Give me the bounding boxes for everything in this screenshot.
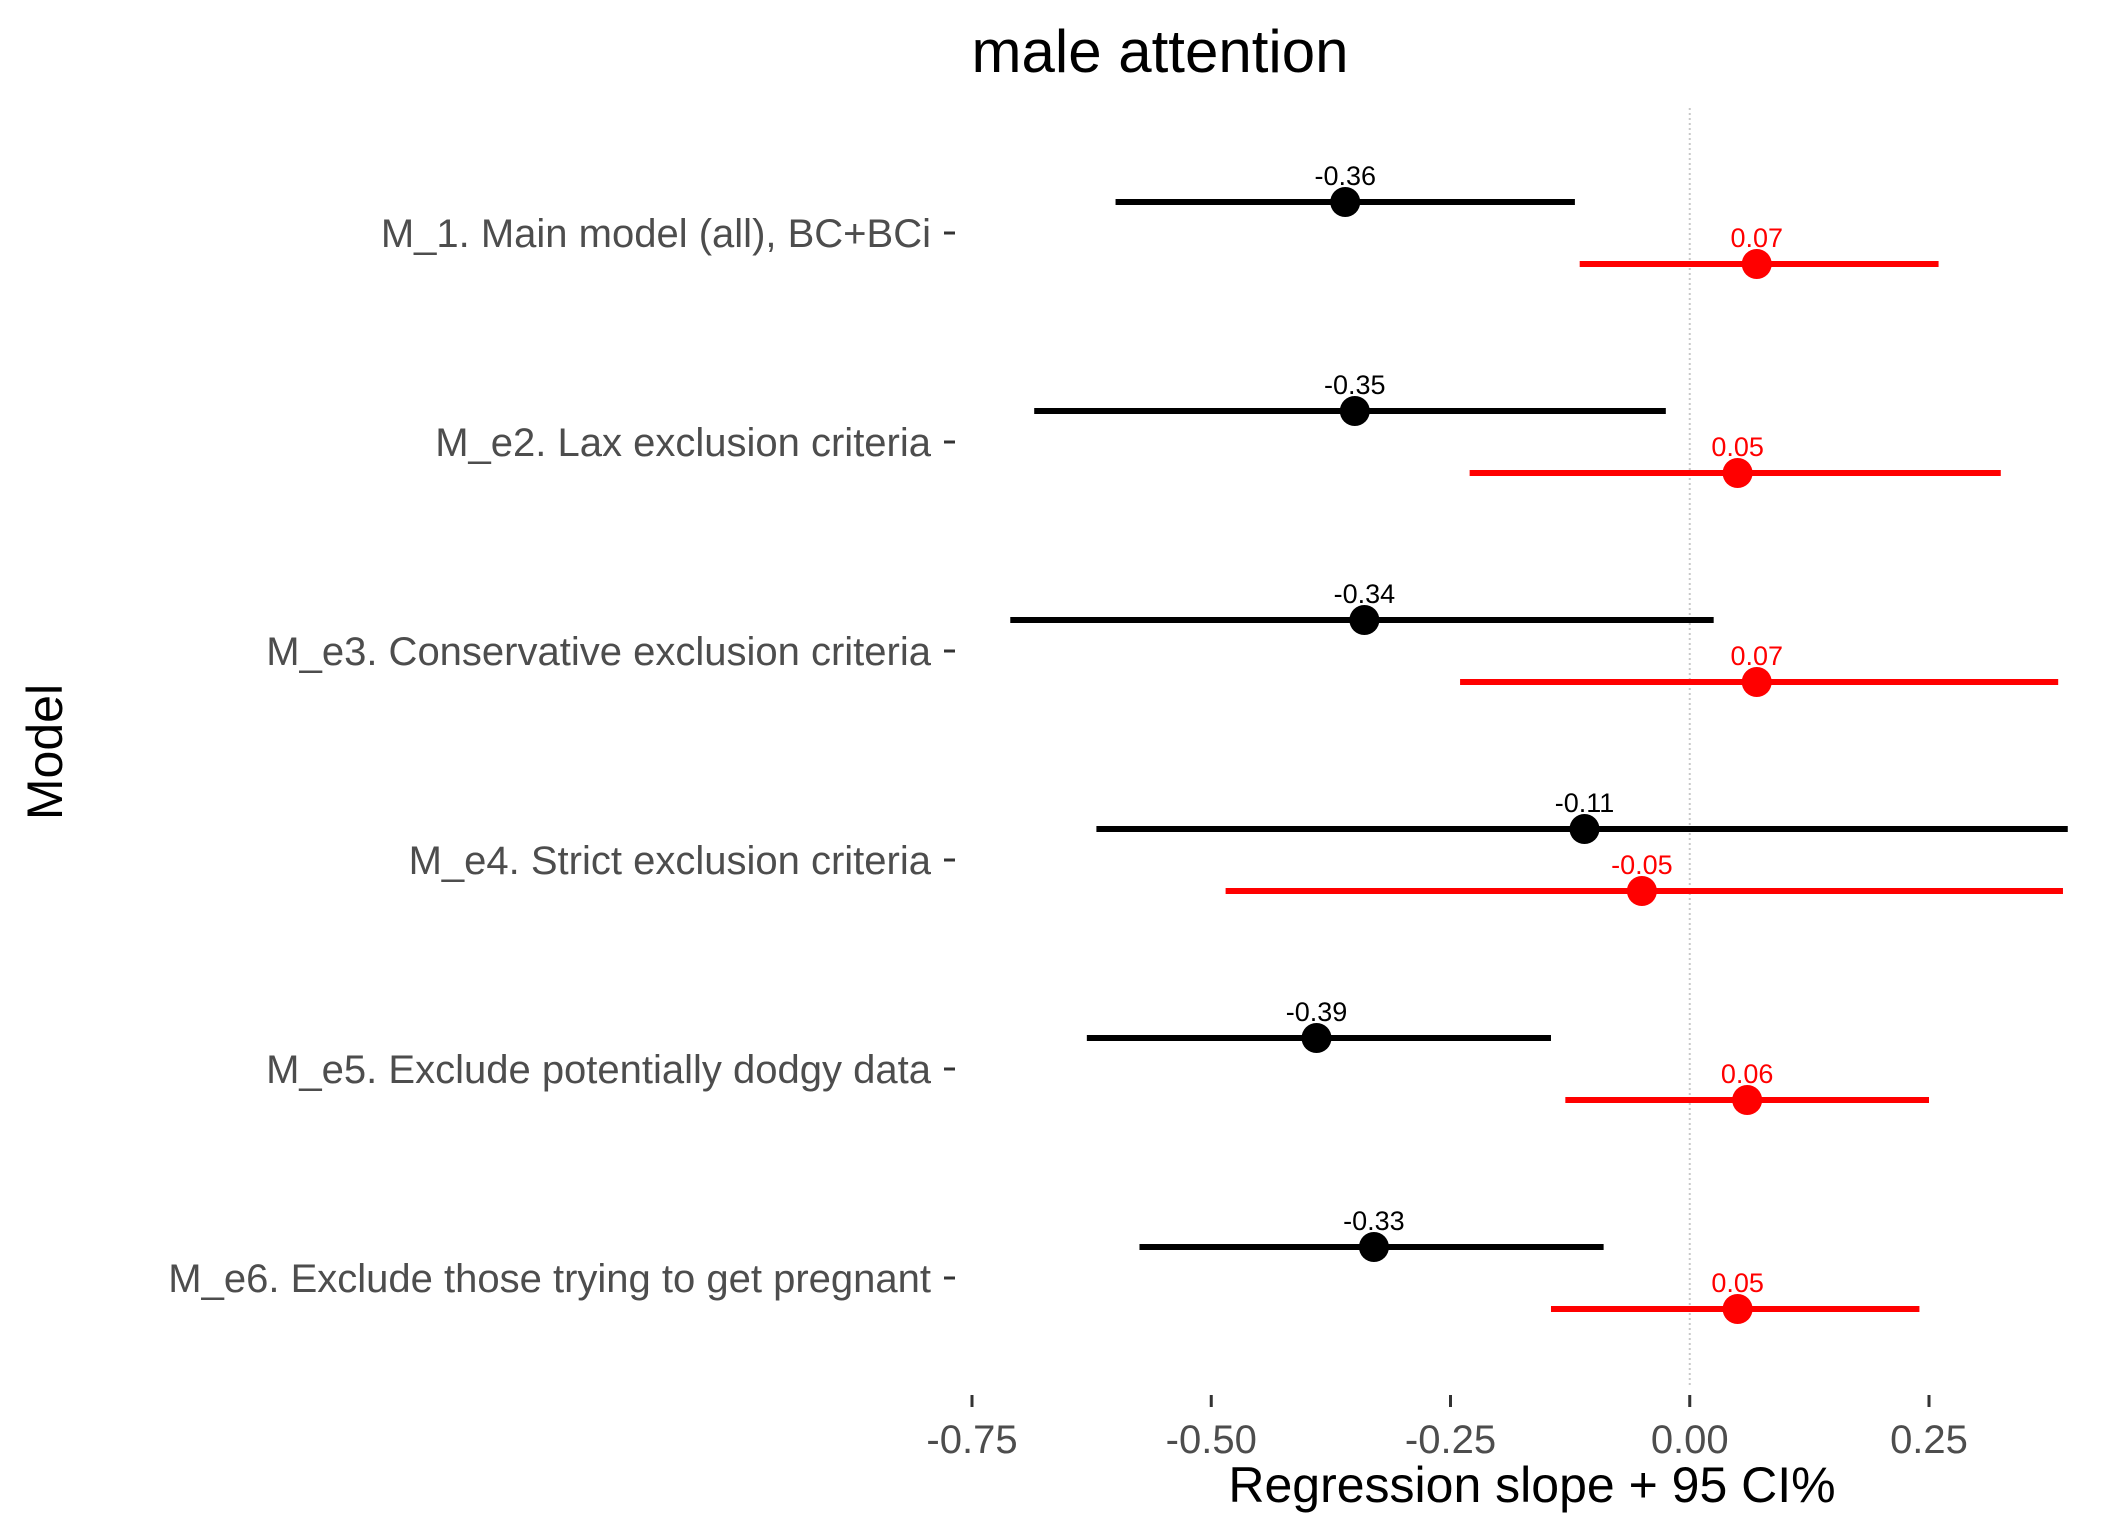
plot-area: -0.36-0.35-0.34-0.11-0.39-0.330.070.050.… [1010,108,2068,1388]
y-tick-label: M_1. Main model (all), BC+BCi [381,212,931,256]
x-tick-label: 0.00 [1651,1418,1729,1462]
y-tick-label: M_e4. Strict exclusion criteria [409,839,932,883]
estimate-point [1569,814,1600,844]
estimate-label: 0.07 [1730,641,1783,671]
chart-title: male attention [972,18,1349,85]
estimate-label: -0.39 [1286,997,1348,1027]
estimate-point [1339,396,1370,426]
estimate-label: 0.05 [1711,432,1764,462]
y-tick-label: M_e5. Exclude potentially dodgy data [266,1048,932,1092]
estimate-label: -0.35 [1324,370,1386,400]
estimate-label: -0.05 [1611,850,1673,880]
estimate-point [1741,667,1772,697]
y-tick-label: M_e2. Lax exclusion criteria [435,421,932,465]
estimate-point [1722,458,1753,488]
y-axis-title: Model [17,684,73,820]
series-1: -0.36 -0.35 -0.34 -0.11 -0.39 -0.33 [1010,161,2068,1262]
estimate-point [1330,187,1361,217]
estimate-point [1301,1023,1332,1053]
series-2: 0.07 0.05 0.07 -0.05 0.06 0.05 [1225,223,2063,1324]
estimate-point [1358,1232,1389,1262]
x-tick-label: -0.25 [1405,1418,1496,1462]
estimate-point [1732,1085,1763,1115]
estimate-label: 0.05 [1711,1268,1764,1298]
estimate-label: -0.33 [1343,1206,1405,1236]
y-axis: M_1. Main model (all), BC+BCi M_e2. Lax e… [168,212,955,1301]
estimate-point [1722,1294,1753,1324]
y-tick-label: M_e6. Exclude those trying to get pregna… [168,1257,931,1301]
x-tick-label: -0.50 [1166,1418,1257,1462]
estimate-point [1626,876,1657,906]
estimate-label: -0.11 [1555,788,1615,818]
estimate-label: -0.36 [1314,161,1376,191]
x-tick-label: 0.25 [1890,1418,1968,1462]
estimate-label: -0.34 [1334,579,1396,609]
estimate-label: 0.07 [1730,223,1783,253]
x-axis: -0.75 -0.50 -0.25 0.00 0.25 [926,1395,1968,1462]
estimate-point [1349,605,1380,635]
x-axis-title: Regression slope + 95 CI% [1228,1457,1835,1513]
x-tick-label: -0.75 [926,1418,1017,1462]
estimate-label: 0.06 [1721,1059,1774,1089]
estimate-point [1741,249,1772,279]
y-tick-label: M_e3. Conservative exclusion criteria [266,630,931,674]
